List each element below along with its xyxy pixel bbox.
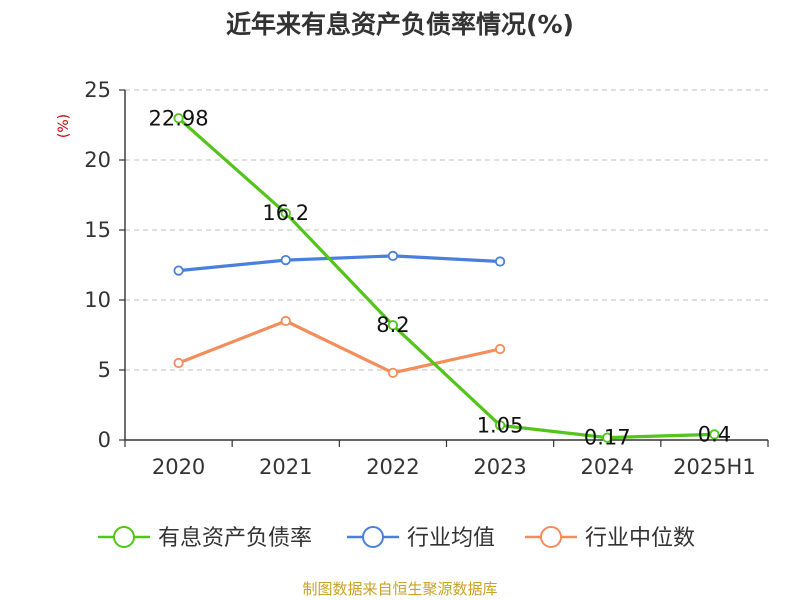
data-label: 1.05 <box>477 413 524 437</box>
series-industry-median <box>173 315 506 378</box>
series-debt-ratio-point[interactable] <box>494 420 506 431</box>
data-label: 0.4 <box>698 422 731 446</box>
x-tick-label: 2021 <box>259 455 312 479</box>
legend[interactable]: 有息资产负债率 行业均值 行业中位数 <box>98 526 695 551</box>
chart-title: 近年来有息资产负债率情况(%) <box>226 10 574 39</box>
series-debt-ratio-point[interactable] <box>173 113 184 124</box>
data-label: 8.2 <box>376 313 409 337</box>
series-debt-ratio-point[interactable] <box>709 429 720 440</box>
series-industry-median-point[interactable] <box>494 343 506 355</box>
legend-item-industry-median[interactable]: 行业中位数 <box>525 526 695 551</box>
series-industry-median-line <box>176 319 502 375</box>
y-tick-label: 15 <box>84 218 111 242</box>
y-tick-label: 10 <box>84 288 111 312</box>
legend-label: 行业均值 <box>407 526 495 551</box>
data-labels: 22.98 16.2 8.2 1.05 0.17 0.4 <box>149 106 732 449</box>
series-industry-median-point[interactable] <box>387 367 399 378</box>
axes: 0 5 10 15 20 25 2020 2021 2022 2023 2024 2025H1 <box>84 78 769 479</box>
legend-marker-icon <box>113 526 135 548</box>
source-note: 制图数据来自恒生聚源数据库 <box>302 580 497 598</box>
series-industry-median-point[interactable] <box>280 315 291 327</box>
x-tick-label: 2020 <box>152 455 205 479</box>
series-debt-ratio-point[interactable] <box>280 208 291 219</box>
legend-item-industry-average[interactable]: 行业均值 <box>347 526 495 551</box>
series-industry-average-point[interactable] <box>387 250 399 261</box>
series-industry-average-point[interactable] <box>173 265 184 276</box>
series-debt-ratio-point[interactable] <box>387 320 399 331</box>
y-tick-label: 5 <box>98 358 111 382</box>
series-industry-average-point[interactable] <box>494 256 506 267</box>
series-industry-median-point[interactable] <box>173 357 184 369</box>
x-tick-label: 2024 <box>581 455 634 479</box>
series-debt-ratio-point[interactable] <box>602 432 613 443</box>
x-tick-label: 2025H1 <box>673 455 756 479</box>
grid-lines <box>125 89 768 371</box>
series-industry-average-line <box>176 254 502 273</box>
legend-item-debt-ratio[interactable]: 有息资产负债率 <box>98 526 312 551</box>
series-industry-average <box>173 250 506 276</box>
legend-label: 行业中位数 <box>585 526 695 551</box>
series-debt-ratio-line <box>176 116 717 440</box>
legend-marker-icon <box>362 526 384 548</box>
x-tick-label: 2022 <box>366 455 419 479</box>
y-tick-label: 25 <box>84 78 111 102</box>
data-label: 16.2 <box>262 201 309 225</box>
data-label: 0.17 <box>584 426 631 450</box>
y-tick-label: 20 <box>84 148 111 172</box>
legend-label: 有息资产负债率 <box>158 526 312 551</box>
series-industry-average-point[interactable] <box>280 255 291 266</box>
series-lines <box>173 113 720 443</box>
data-label: 22.98 <box>149 106 209 130</box>
x-tick-label: 2023 <box>473 455 526 479</box>
y-tick-label: 0 <box>98 428 111 452</box>
legend-marker-icon <box>540 526 562 548</box>
y-axis-unit-label: (%) <box>56 114 72 138</box>
series-debt-ratio <box>173 113 720 443</box>
